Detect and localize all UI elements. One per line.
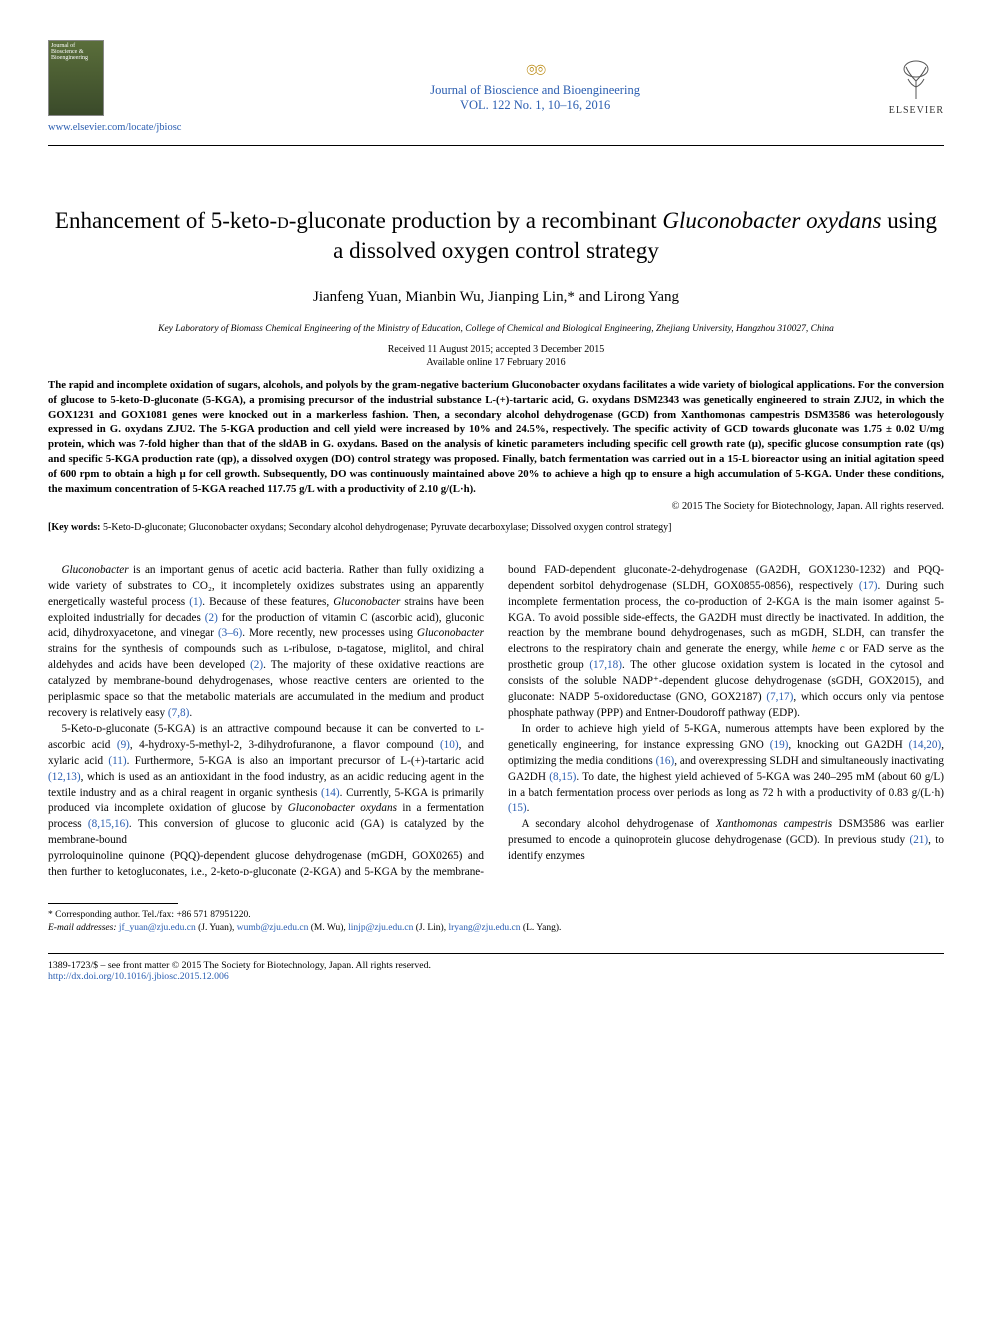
- ref-21[interactable]: (21): [909, 834, 928, 846]
- body-para-4: In order to achieve high yield of 5-KGA,…: [508, 722, 944, 817]
- ref-7-8[interactable]: (7,8): [168, 707, 189, 719]
- ref-10[interactable]: (10): [440, 739, 459, 751]
- journal-volume: VOL. 122 No. 1, 10–16, 2016: [181, 98, 888, 113]
- doi-link[interactable]: http://dx.doi.org/10.1016/j.jbiosc.2015.…: [48, 971, 229, 982]
- p1c: . Because of these features,: [202, 596, 333, 608]
- p2d: . Furthermore, 5-KGA is also an importan…: [127, 755, 484, 767]
- email-yang[interactable]: lryang@zju.edu.cn: [448, 923, 520, 933]
- p1-italic1: Gluconobacter: [61, 564, 128, 576]
- p1-italic3: Gluconobacter: [417, 627, 484, 639]
- ref-17[interactable]: (17): [859, 580, 878, 592]
- ref-8-15[interactable]: (8,15): [549, 771, 576, 783]
- corr-line1: * Corresponding author. Tel./fax: +86 57…: [48, 909, 944, 922]
- issn-line: 1389-1723/$ – see front matter © 2015 Th…: [48, 953, 944, 982]
- keywords: [Key words: 5-Keto-D-gluconate; Gluconob…: [48, 522, 944, 533]
- email-lin[interactable]: linjp@zju.edu.cn: [348, 923, 413, 933]
- ref-11[interactable]: (11): [108, 755, 126, 767]
- n1: (J. Yuan),: [196, 923, 237, 933]
- body-para-5: A secondary alcohol dehydrogenase of Xan…: [508, 817, 944, 865]
- n4: (L. Yang).: [521, 923, 562, 933]
- header-center: ⌾⌾ Journal of Bioscience and Bioengineer…: [181, 60, 888, 113]
- email-label: E-mail addresses:: [48, 923, 117, 933]
- keywords-body: 5-Keto-D-gluconate; Gluconobacter oxydan…: [101, 522, 672, 533]
- p5a: A secondary alcohol dehydrogenase of: [521, 818, 715, 830]
- article-title: Enhancement of 5-keto-d-gluconate produc…: [48, 206, 944, 267]
- email-yuan[interactable]: jf_yuan@zju.edu.cn: [119, 923, 196, 933]
- elsevier-tree-icon: [892, 57, 940, 105]
- elsevier-locate-link[interactable]: www.elsevier.com/locate/jbiosc: [48, 122, 181, 133]
- ref-16[interactable]: (16): [656, 755, 675, 767]
- article-body: Gluconobacter is an important genus of a…: [48, 563, 944, 881]
- journal-mini-logo-icon: ⌾⌾: [526, 60, 544, 81]
- title-smallcap: d: [277, 208, 289, 233]
- ref-9[interactable]: (9): [117, 739, 130, 751]
- ref-8-15-16[interactable]: (8,15,16): [88, 818, 129, 830]
- ref-1[interactable]: (1): [189, 596, 202, 608]
- n3: (J. Lin),: [413, 923, 448, 933]
- journal-name: Journal of Bioscience and Bioengineering: [181, 83, 888, 98]
- p2-italic1: Gluconobacter oxydans: [288, 802, 397, 814]
- corr-emails: E-mail addresses: jf_yuan@zju.edu.cn (J.…: [48, 922, 944, 935]
- issn-text: 1389-1723/$ – see front matter © 2015 Th…: [48, 960, 944, 971]
- n2: (M. Wu),: [308, 923, 348, 933]
- header-right: ELSEVIER: [889, 57, 944, 116]
- abstract: The rapid and incomplete oxidation of su…: [48, 378, 944, 497]
- ref-14-20[interactable]: (14,20): [909, 739, 942, 751]
- p1g: . More recently, new processes using: [242, 627, 417, 639]
- corresponding-author-block: * Corresponding author. Tel./fax: +86 57…: [48, 909, 944, 935]
- body-para-1: Gluconobacter is an important genus of a…: [48, 563, 484, 722]
- p4b: , knocking out GA2DH: [788, 739, 908, 751]
- journal-cover-thumb: Journal of Bioscience & Bioengineering: [48, 40, 104, 116]
- ref-3-6[interactable]: (3–6): [218, 627, 242, 639]
- ref-7-17[interactable]: (7,17): [766, 691, 793, 703]
- title-mid: -gluconate production by a recombinant: [289, 208, 663, 233]
- p3-italic1: heme: [812, 643, 836, 655]
- journal-header: Journal of Bioscience & Bioengineering w…: [48, 40, 944, 146]
- ref-12-13[interactable]: (12,13): [48, 771, 81, 783]
- footnote-rule: [48, 903, 178, 904]
- ref-14[interactable]: (14): [321, 787, 340, 799]
- affiliation: Key Laboratory of Biomass Chemical Engin…: [48, 324, 944, 334]
- body-para-2: 5-Keto-ᴅ-gluconate (5-KGA) is an attract…: [48, 722, 484, 849]
- title-italic: Gluconobacter oxydans: [662, 208, 881, 233]
- online-date: Available online 17 February 2016: [48, 357, 944, 368]
- p5-italic1: Xanthomonas campestris: [716, 818, 832, 830]
- title-pre: Enhancement of 5-keto-: [55, 208, 277, 233]
- p1-italic2: Gluconobacter: [333, 596, 400, 608]
- p2b: , 4-hydroxy-5-methyl-2, 3-dihydrofuranon…: [130, 739, 440, 751]
- keywords-label: [Key words:: [48, 522, 101, 533]
- email-wu[interactable]: wumb@zju.edu.cn: [237, 923, 309, 933]
- publisher-label: ELSEVIER: [889, 105, 944, 116]
- ref-15[interactable]: (15): [508, 802, 527, 814]
- ref-19[interactable]: (19): [770, 739, 789, 751]
- copyright-line: © 2015 The Society for Biotechnology, Ja…: [48, 501, 944, 512]
- p4f: .: [527, 802, 530, 814]
- p1k: .: [189, 707, 192, 719]
- ref-2b[interactable]: (2): [250, 659, 263, 671]
- authors-line: Jianfeng Yuan, Mianbin Wu, Jianping Lin,…: [48, 289, 944, 306]
- ref-2[interactable]: (2): [205, 612, 218, 624]
- ref-17-18[interactable]: (17,18): [589, 659, 622, 671]
- header-left: Journal of Bioscience & Bioengineering w…: [48, 40, 181, 133]
- received-date: Received 11 August 2015; accepted 3 Dece…: [48, 344, 944, 355]
